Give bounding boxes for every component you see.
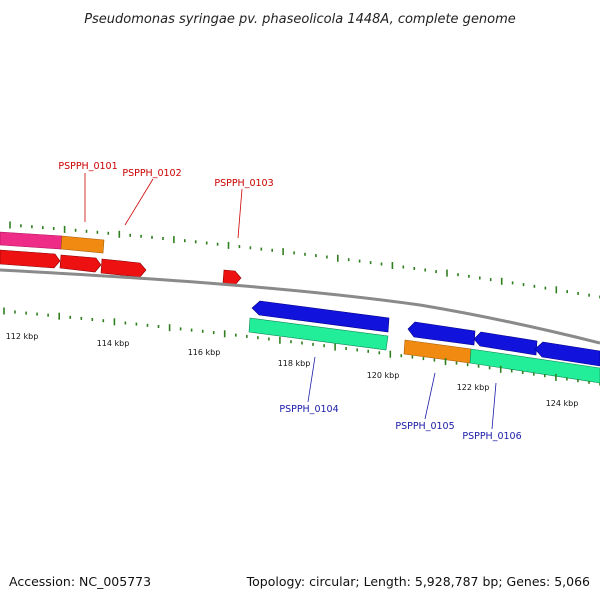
gene-feature-blue-3[interactable] bbox=[473, 331, 538, 356]
axis-label-120: 120 kbp bbox=[367, 371, 400, 380]
gene-feature-teal-1[interactable] bbox=[248, 317, 389, 351]
axis-label-124: 124 kbp bbox=[546, 399, 579, 408]
axis-label-114: 114 kbp bbox=[97, 339, 130, 348]
leader-0106 bbox=[491, 382, 497, 430]
gene-label-0102[interactable]: PSPPH_0102 bbox=[122, 168, 181, 179]
gene-label-0106[interactable]: PSPPH_0106 bbox=[462, 431, 521, 442]
gene-label-0104[interactable]: PSPPH_0104 bbox=[279, 404, 338, 415]
feature-track-outer bbox=[0, 231, 242, 286]
axis-label-118: 118 kbp bbox=[278, 359, 311, 368]
leader-0104 bbox=[307, 356, 316, 403]
gene-label-0105[interactable]: PSPPH_0105 bbox=[395, 421, 454, 432]
feature-track-inner bbox=[248, 300, 600, 384]
axis-label-122: 122 kbp bbox=[457, 383, 490, 392]
axis-label-112: 112 kbp bbox=[6, 332, 39, 341]
gene-label-0101[interactable]: PSPPH_0101 bbox=[58, 161, 117, 172]
genome-backbone bbox=[0, 268, 600, 345]
leader-0103 bbox=[237, 188, 243, 239]
gene-feature-red-3[interactable] bbox=[100, 258, 147, 278]
gene-feature-teal-2[interactable] bbox=[469, 348, 600, 384]
gene-labels: PSPPH_0101 PSPPH_0102 PSPPH_0103 PSPPH_0… bbox=[58, 161, 521, 442]
gene-feature-red-1[interactable] bbox=[0, 249, 61, 269]
gene-feature-orange[interactable] bbox=[60, 235, 105, 254]
gene-label-leaders bbox=[84, 173, 497, 430]
outer-tick-ring bbox=[9, 221, 600, 299]
gene-label-0103[interactable]: PSPPH_0103 bbox=[214, 178, 273, 189]
accession-text: Accession: NC_005773 bbox=[9, 574, 151, 589]
gene-feature-red-2[interactable] bbox=[59, 254, 102, 273]
inner-tick-ring bbox=[3, 307, 600, 386]
genome-summary-text: Topology: circular; Length: 5,928,787 bp… bbox=[246, 574, 590, 589]
leader-0102 bbox=[124, 178, 154, 226]
gene-feature-blue-1[interactable] bbox=[251, 300, 390, 333]
leader-0105 bbox=[424, 372, 436, 420]
gene-feature-blue-4[interactable] bbox=[534, 341, 600, 367]
gene-feature-red-4[interactable] bbox=[222, 269, 242, 286]
axis-label-116: 116 kbp bbox=[188, 348, 221, 357]
axis-labels: 112 kbp 114 kbp 116 kbp 118 kbp 120 kbp … bbox=[6, 332, 579, 408]
gene-feature-pink[interactable] bbox=[0, 231, 63, 250]
map-title: Pseudomonas syringae pv. phaseolicola 14… bbox=[84, 12, 516, 27]
gene-feature-blue-2[interactable] bbox=[407, 321, 476, 346]
